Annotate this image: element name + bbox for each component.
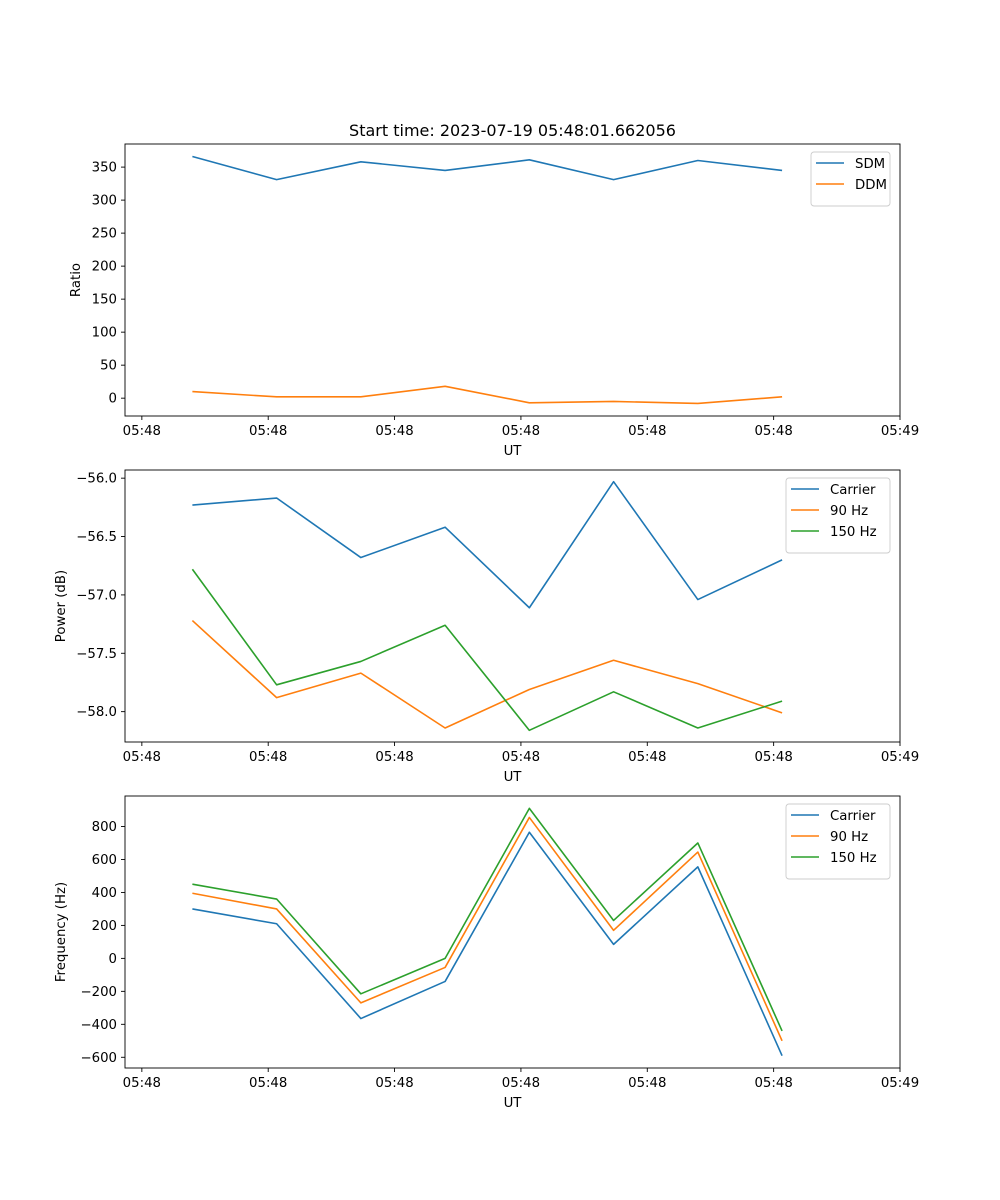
y-tick-label: 300 (92, 194, 117, 209)
y-tick-label: 0 (109, 952, 117, 967)
y-tick-label: 0 (109, 392, 117, 407)
x-tick-label: 05:48 (502, 1076, 540, 1091)
y-tick-label: 350 (92, 161, 117, 176)
y-tick-label: 200 (92, 919, 117, 934)
y-axis-label: Frequency (Hz) (54, 882, 69, 982)
x-tick-label: 05:48 (123, 1076, 161, 1091)
legend-label: 150 Hz (830, 525, 877, 540)
x-tick-label: 05:48 (628, 1076, 666, 1091)
y-tick-label: 400 (92, 886, 117, 901)
power-chart: 05:48 05:48 05:48 05:48 05:48 05:48 05:49 −58.0… (54, 469, 919, 785)
y-tick-label: −600 (80, 1051, 117, 1066)
x-tick-label: 05:48 (123, 750, 161, 765)
y-tick-label: −56.0 (76, 472, 117, 487)
y-tick-label: 250 (92, 227, 117, 242)
x-tick-label: 05:48 (628, 424, 666, 439)
chart-title: Start time: 2023-07-19 05:48:01.662056 (349, 121, 676, 140)
x-tick-label: 05:48 (375, 1076, 413, 1091)
x-axis-label: UT (504, 770, 523, 785)
y-tick-label: 100 (92, 326, 117, 341)
x-tick-label: 05:48 (754, 1076, 792, 1091)
legend-label: 150 Hz (830, 851, 877, 866)
y-tick-label: 150 (92, 293, 117, 308)
legend-label: DDM (855, 178, 887, 193)
y-tick-label: −200 (80, 985, 117, 1000)
x-tick-label: 05:49 (881, 1076, 919, 1091)
series-line-sdm (192, 155, 783, 181)
axes-frame (124, 469, 901, 743)
legend-box (785, 477, 891, 554)
x-tick-label: 05:48 (249, 1076, 287, 1091)
y-tick-label: −57.5 (76, 647, 117, 662)
legend: Carrier 90 Hz 150 Hz (785, 803, 891, 880)
series-line-carrier (192, 831, 783, 1056)
legend-label: Carrier (830, 809, 876, 824)
y-tick-label: 200 (92, 260, 117, 275)
x-tick-label: 05:48 (375, 750, 413, 765)
y-tick-label: 600 (92, 853, 117, 868)
legend: Carrier 90 Hz 150 Hz (785, 477, 891, 554)
x-tick-label: 05:48 (375, 424, 413, 439)
legend-label: SDM (855, 157, 885, 172)
legend-box (810, 151, 891, 207)
x-tick-label: 05:48 (249, 424, 287, 439)
x-tick-label: 05:48 (502, 750, 540, 765)
series-line-carrier (192, 480, 783, 609)
axes-frame (124, 143, 901, 417)
x-tick-label: 05:48 (249, 750, 287, 765)
x-tick-label: 05:49 (881, 750, 919, 765)
x-tick-label: 05:49 (881, 424, 919, 439)
x-tick-label: 05:48 (754, 750, 792, 765)
x-tick-label: 05:48 (754, 424, 792, 439)
axes-frame (124, 795, 901, 1069)
ratio-chart: 05:48 05:48 05:48 05:48 05:48 05:48 05:49 0 50 10… (69, 143, 919, 459)
y-tick-label: 800 (92, 820, 117, 835)
legend: SDM DDM (810, 151, 891, 207)
y-axis-label: Power (dB) (54, 570, 69, 642)
y-tick-label: −58.0 (76, 705, 117, 720)
series-line-150-hz (191, 568, 783, 732)
y-tick-label: −57.0 (76, 588, 117, 603)
y-axis-label: Ratio (69, 263, 84, 297)
series-line-90-hz (192, 816, 783, 1042)
x-tick-label: 05:48 (628, 750, 666, 765)
x-axis-label: UT (504, 444, 523, 459)
legend-label: 90 Hz (830, 830, 868, 845)
frequency-chart: 05:48 05:48 05:48 05:48 05:48 05:48 05:49 −600 −… (54, 795, 919, 1111)
y-tick-label: −56.5 (76, 530, 117, 545)
y-tick-label: −400 (80, 1018, 117, 1033)
series-line-ddm (192, 385, 783, 405)
series-line-150-hz (192, 807, 783, 1032)
x-axis-label: UT (504, 1096, 523, 1111)
x-tick-label: 05:48 (502, 424, 540, 439)
x-tick-label: 05:48 (123, 424, 161, 439)
y-tick-label: 50 (100, 359, 117, 374)
legend-label: Carrier (830, 483, 876, 498)
legend-label: 90 Hz (830, 504, 868, 519)
series-line-90-hz (191, 619, 783, 729)
legend-box (785, 803, 891, 880)
